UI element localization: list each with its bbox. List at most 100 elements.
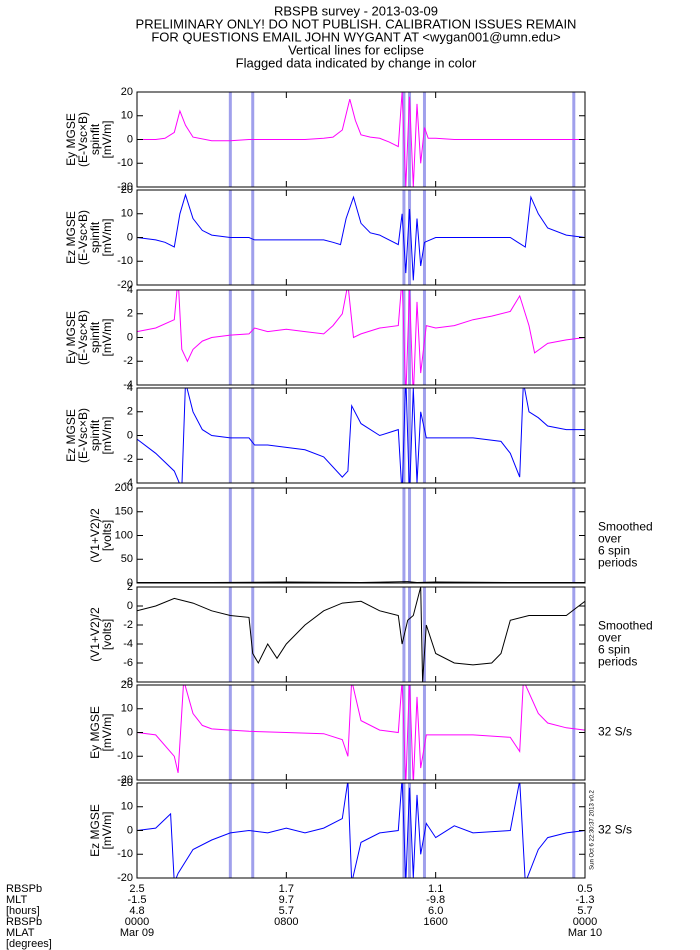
panel-frame [136,289,586,386]
header-line: Flagged data indicated by change in colo… [236,55,477,70]
y-axis-label: [mV/m] [100,812,114,850]
data-line [137,193,585,281]
panel-annotation: 6 spin [598,544,630,558]
footer-value: 1.1 [428,883,443,895]
y-tick-label: -20 [117,279,133,291]
y-tick-label: -8 [123,676,133,688]
y-tick-label: -20 [117,774,133,786]
y-tick-label: 10 [121,208,133,220]
y-tick-label: 2 [127,406,133,418]
y-tick-label: -4 [123,638,133,650]
y-tick-label: 10 [121,801,133,813]
y-axis-label: [mV/m] [100,219,114,257]
y-tick-label: 2 [127,308,133,320]
footer-value: 5.7 [577,905,592,917]
panel-annotation: 32 S/s [598,823,632,837]
footer-value: 5.7 [279,905,294,917]
panel-annotation: over [598,631,621,645]
panel-frame [136,586,586,683]
panel-annotation: periods [598,556,637,570]
footer-value: 0.5 [577,883,592,895]
y-axis-label: Ey MGSE [64,311,78,364]
panel-frame [136,684,586,781]
panel-frame [136,387,586,484]
footer-value: 0000 [125,916,149,928]
footer-label: [hours] [6,905,40,917]
y-tick-label: -20 [117,872,133,884]
y-tick-label: -2 [123,453,133,465]
data-line [137,92,585,187]
y-tick-label: -2 [123,355,133,367]
y-tick-label: 0 [127,824,133,836]
footer-label: MLT [6,894,27,906]
data-line [137,587,585,682]
y-tick-label: -10 [117,750,133,762]
footer-value: 4.8 [129,905,144,917]
panel-annotation: over [598,532,621,546]
y-tick-label: 10 [121,110,133,122]
y-axis-label: Ez MGSE [64,409,78,462]
y-axis-label: (E-Vsc×B) [76,112,90,167]
header-line: FOR QUESTIONS EMAIL JOHN WYGANT AT <wyga… [151,29,560,44]
y-axis-label: spinfit [88,321,102,353]
y-tick-label: -4 [123,379,133,391]
header-line: PRELIMINARY ONLY! DO NOT PUBLISH. CALIBR… [136,16,577,31]
y-tick-label: 4 [127,284,133,296]
data-line [137,290,585,385]
y-axis-label: [volts] [100,619,114,650]
y-tick-label: 150 [115,506,133,518]
footer-value: Mar 09 [120,927,154,939]
footer-label: RBSPb [6,916,42,928]
data-line [137,388,585,483]
panel-frame [136,487,586,584]
y-tick-label: -10 [117,157,133,169]
y-tick-label: 50 [121,553,133,565]
y-tick-label: 20 [121,86,133,98]
y-axis-label: [mV/m] [100,121,114,159]
y-tick-label: -20 [117,181,133,193]
y-axis-label: Ez MGSE [88,804,102,857]
footer-value: 9.7 [279,894,294,906]
y-tick-label: 100 [115,529,133,541]
data-line [137,581,585,583]
footer-value: 0000 [573,916,597,928]
y-tick-label: 2 [127,581,133,593]
footer-value: 1.7 [279,883,294,895]
y-axis-label: spinfit [88,419,102,451]
y-tick-label: 4 [127,382,133,394]
y-axis-label: (E-Vsc×B) [76,408,90,463]
y-axis-label: (E-Vsc×B) [76,310,90,365]
y-axis-label: Ey MGSE [88,706,102,759]
y-axis-label: Ey MGSE [64,113,78,166]
y-tick-label: 10 [121,703,133,715]
plot-stamp: Sun Oct 6 22:30:37 2013 v0.2 [590,789,596,869]
y-axis-label: [mV/m] [100,319,114,357]
footer-value: -1.3 [576,894,595,906]
footer-value: 2.5 [129,883,144,895]
y-tick-label: 20 [121,184,133,196]
y-tick-label: -2 [123,619,133,631]
y-tick-label: -10 [117,255,133,267]
y-tick-label: -10 [117,848,133,860]
y-tick-label: 200 [115,482,133,494]
y-axis-label: (V1+V2)/2 [88,508,102,563]
y-axis-label: spinfit [88,221,102,253]
footer-value: Mar 10 [568,927,602,939]
panel-annotation: 32 S/s [598,725,632,739]
y-tick-label: 20 [121,679,133,691]
y-tick-label: -6 [123,657,133,669]
panel-frame [136,189,586,286]
y-tick-label: 0 [127,600,133,612]
header-line: RBSPB survey - 2013-03-09 [274,3,438,18]
y-tick-label: 0 [127,331,133,343]
footer-label: MLAT [6,927,35,939]
footer-value: 1600 [423,916,447,928]
footer-label: [degrees] [6,938,52,950]
data-line [137,783,585,878]
panel-annotation: 6 spin [598,643,630,657]
y-axis-label: [mV/m] [100,714,114,752]
y-tick-label: 0 [127,726,133,738]
footer-value: 0800 [274,916,298,928]
footer-value: 6.0 [428,905,443,917]
